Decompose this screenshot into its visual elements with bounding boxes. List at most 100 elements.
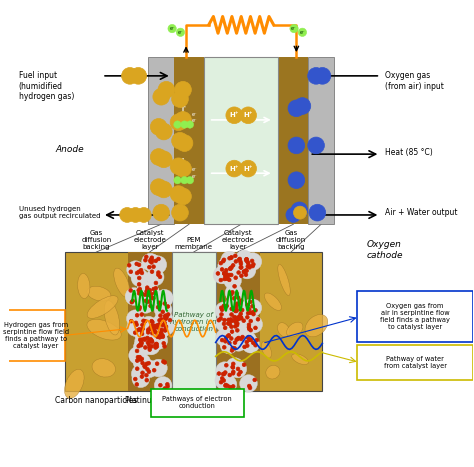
Circle shape	[145, 255, 148, 259]
Circle shape	[251, 310, 255, 314]
Circle shape	[137, 276, 141, 280]
Circle shape	[176, 28, 185, 36]
Circle shape	[314, 68, 331, 84]
Circle shape	[163, 361, 167, 364]
Circle shape	[237, 315, 241, 318]
Circle shape	[140, 318, 158, 335]
Circle shape	[250, 259, 254, 263]
Circle shape	[246, 311, 250, 315]
Circle shape	[247, 307, 251, 311]
Circle shape	[219, 362, 237, 380]
Circle shape	[140, 316, 157, 334]
Ellipse shape	[262, 341, 272, 358]
Circle shape	[139, 358, 143, 361]
Circle shape	[159, 314, 162, 318]
Circle shape	[231, 308, 249, 325]
Circle shape	[137, 207, 151, 222]
Circle shape	[220, 268, 224, 271]
Circle shape	[239, 312, 243, 316]
Circle shape	[168, 318, 172, 322]
Text: Unused hydrogen
gas output recirculated: Unused hydrogen gas output recirculated	[18, 206, 100, 219]
Circle shape	[140, 360, 158, 378]
Circle shape	[186, 121, 194, 128]
Circle shape	[170, 186, 187, 202]
Text: Fuel input
(humidified
hydrogen gas): Fuel input (humidified hydrogen gas)	[18, 71, 74, 101]
Circle shape	[140, 271, 144, 275]
Circle shape	[136, 367, 139, 370]
Circle shape	[228, 256, 231, 260]
Circle shape	[231, 365, 235, 369]
Circle shape	[245, 258, 248, 262]
Circle shape	[239, 337, 243, 341]
Circle shape	[133, 331, 137, 334]
Circle shape	[247, 384, 251, 388]
Circle shape	[143, 335, 161, 353]
Circle shape	[141, 323, 144, 327]
Circle shape	[146, 290, 150, 294]
Circle shape	[134, 321, 138, 325]
Circle shape	[128, 207, 143, 222]
Circle shape	[176, 135, 193, 151]
Circle shape	[140, 313, 144, 316]
Circle shape	[129, 270, 133, 274]
Circle shape	[135, 262, 138, 266]
Circle shape	[152, 329, 155, 333]
Text: e⁻: e⁻	[191, 112, 197, 117]
Circle shape	[143, 338, 146, 341]
Text: H⁺: H⁺	[243, 166, 253, 171]
Circle shape	[155, 324, 159, 327]
Circle shape	[168, 24, 176, 33]
Text: Oxygen
cathode: Oxygen cathode	[366, 241, 403, 260]
Circle shape	[150, 325, 154, 329]
Circle shape	[129, 347, 146, 364]
Circle shape	[138, 358, 142, 361]
Circle shape	[246, 336, 250, 340]
Text: e⁻: e⁻	[191, 174, 197, 179]
Circle shape	[236, 318, 239, 321]
Ellipse shape	[292, 354, 309, 365]
Circle shape	[164, 317, 168, 321]
Circle shape	[233, 347, 237, 350]
FancyBboxPatch shape	[357, 291, 473, 342]
Circle shape	[232, 297, 236, 300]
FancyBboxPatch shape	[128, 252, 260, 391]
Circle shape	[139, 268, 143, 272]
Circle shape	[308, 68, 324, 84]
Circle shape	[145, 290, 148, 293]
Circle shape	[232, 317, 249, 334]
Text: H⁺: H⁺	[243, 112, 253, 118]
Circle shape	[237, 373, 241, 376]
Circle shape	[154, 346, 157, 349]
Circle shape	[148, 329, 166, 347]
Circle shape	[225, 363, 228, 367]
Circle shape	[181, 121, 188, 128]
Circle shape	[154, 286, 158, 290]
Circle shape	[140, 338, 144, 341]
Circle shape	[137, 291, 141, 295]
Circle shape	[157, 335, 160, 339]
Circle shape	[121, 68, 138, 84]
Circle shape	[230, 348, 234, 352]
Circle shape	[141, 282, 158, 299]
Circle shape	[247, 263, 251, 267]
Circle shape	[242, 319, 246, 323]
Circle shape	[127, 261, 145, 278]
Circle shape	[228, 267, 232, 270]
Circle shape	[150, 339, 154, 343]
Circle shape	[229, 273, 233, 277]
FancyBboxPatch shape	[309, 57, 334, 224]
Circle shape	[231, 346, 235, 350]
Circle shape	[223, 318, 227, 322]
Circle shape	[155, 345, 159, 348]
Circle shape	[249, 319, 253, 323]
Circle shape	[252, 262, 255, 266]
Circle shape	[229, 319, 233, 323]
Circle shape	[153, 204, 170, 221]
FancyBboxPatch shape	[7, 310, 65, 361]
Circle shape	[149, 258, 153, 262]
Text: Pathway of water
from catalyst layer: Pathway of water from catalyst layer	[383, 356, 447, 369]
Circle shape	[150, 327, 154, 331]
Circle shape	[230, 313, 233, 316]
Circle shape	[146, 341, 150, 345]
Circle shape	[244, 299, 262, 317]
